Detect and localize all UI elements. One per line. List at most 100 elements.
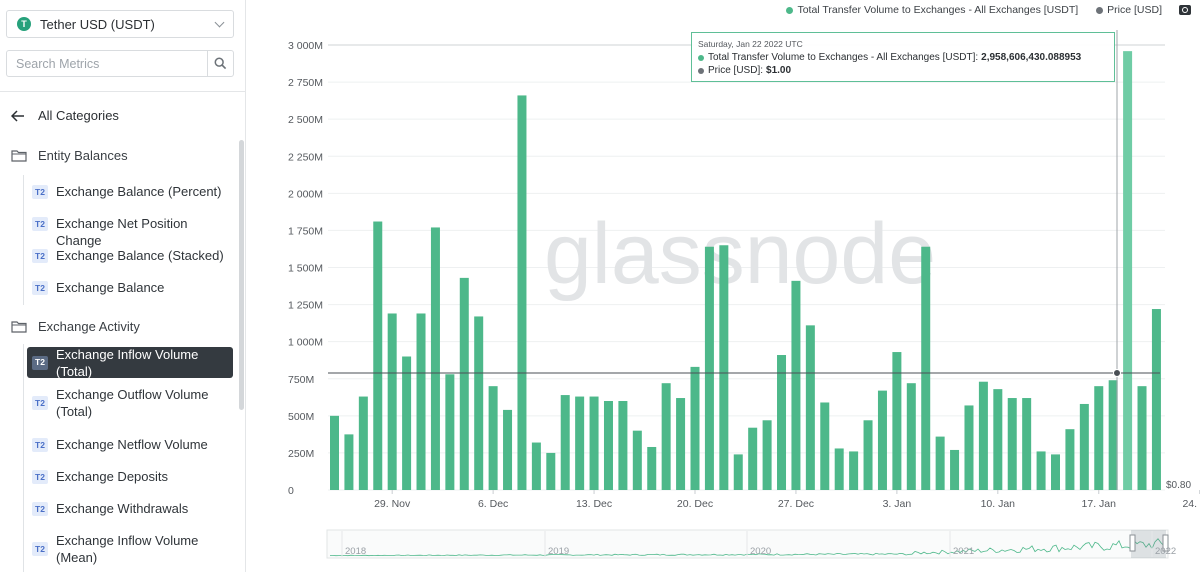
metric-label: Exchange Balance (Stacked)	[56, 248, 224, 263]
volume-bar[interactable]	[416, 313, 426, 490]
volume-bar[interactable]	[402, 356, 412, 491]
volume-bar[interactable]	[978, 381, 988, 490]
volume-bar[interactable]	[344, 434, 354, 490]
volume-bar[interactable]	[445, 374, 455, 490]
tier-badge: T2	[32, 355, 48, 370]
volume-bar[interactable]	[1108, 380, 1118, 490]
camera-icon[interactable]	[1179, 5, 1191, 15]
volume-bar[interactable]	[330, 415, 339, 490]
y-tick-label: 1 500M	[288, 263, 323, 275]
volume-bar[interactable]	[676, 398, 686, 490]
volume-bar[interactable]	[892, 352, 902, 490]
volume-bar[interactable]	[1065, 429, 1075, 490]
volume-bar[interactable]	[661, 383, 671, 490]
volume-bar[interactable]	[748, 427, 758, 490]
metric-exchange-balance-percent[interactable]: T2 Exchange Balance (Percent)	[27, 183, 233, 200]
volume-bar[interactable]	[1079, 403, 1089, 490]
metric-label: Exchange Outflow Volume (Total)	[56, 387, 209, 419]
volume-bar[interactable]	[503, 409, 513, 490]
volume-bar[interactable]	[834, 448, 844, 490]
volume-bar[interactable]	[459, 277, 469, 490]
metric-exchange-deposits[interactable]: T2 Exchange Deposits	[27, 468, 233, 485]
x-tick-label: 10. Jan	[981, 498, 1016, 510]
time-navigator[interactable]: 2018 2019 2020 2021 2022	[326, 529, 1176, 559]
metric-exchange-withdrawals[interactable]: T2 Exchange Withdrawals	[27, 500, 233, 517]
volume-bar[interactable]	[387, 313, 397, 490]
tooltip-date: Saturday, Jan 22 2022 UTC	[698, 39, 803, 49]
metric-exchange-net-position-change[interactable]: T2 Exchange Net Position Change	[27, 215, 233, 249]
volume-bar[interactable]	[935, 436, 945, 490]
volume-bar[interactable]	[719, 245, 729, 490]
volume-bar[interactable]	[488, 386, 498, 490]
volume-bar[interactable]	[546, 452, 556, 490]
volume-bar[interactable]	[618, 401, 628, 490]
x-tick-label: 27. Dec	[778, 498, 814, 510]
tooltip-dot-price	[698, 67, 704, 74]
asset-selector[interactable]: T Tether USD (USDT)	[6, 10, 234, 38]
volume-bar[interactable]	[791, 280, 801, 490]
volume-bar[interactable]	[517, 95, 527, 490]
volume-bar[interactable]	[921, 246, 931, 490]
legend-item-volume[interactable]: Total Transfer Volume to Exchanges - All…	[797, 4, 1079, 16]
category-exchange-activity[interactable]: Exchange Activity	[11, 319, 140, 334]
volume-bar[interactable]	[430, 227, 440, 490]
volume-bar[interactable]	[531, 442, 541, 490]
arrow-left-icon	[11, 109, 24, 122]
volume-bar[interactable]	[1022, 398, 1032, 490]
tooltip-price-label: Price [USD]:	[708, 65, 764, 76]
volume-bar[interactable]	[1007, 398, 1017, 490]
volume-bar[interactable]	[964, 405, 974, 490]
chevron-down-icon[interactable]	[214, 17, 225, 27]
volume-bar[interactable]	[589, 396, 599, 490]
tooltip-dot-volume	[698, 54, 704, 61]
category-entity-balances[interactable]: Entity Balances	[11, 148, 128, 163]
volume-bar[interactable]	[777, 355, 787, 490]
metric-exchange-balance-stacked[interactable]: T2 Exchange Balance (Stacked)	[27, 247, 233, 264]
volume-bar[interactable]	[575, 396, 585, 490]
search-icon	[214, 57, 227, 70]
volume-bar[interactable]	[373, 221, 383, 490]
volume-bar[interactable]	[1094, 386, 1104, 490]
volume-bar[interactable]	[704, 246, 714, 490]
y-tick-label: 2 750M	[288, 77, 323, 89]
tier-badge: T2	[32, 470, 48, 484]
volume-bar[interactable]	[1051, 454, 1060, 490]
volume-bar[interactable]	[805, 325, 815, 490]
volume-bar[interactable]	[877, 390, 887, 490]
volume-bar[interactable]	[690, 366, 700, 490]
volume-bar[interactable]	[849, 451, 859, 490]
metric-exchange-inflow-volume-mean[interactable]: T2 Exchange Inflow Volume (Mean)	[27, 532, 233, 566]
navigator-selection[interactable]	[1131, 530, 1166, 558]
asset-name: Tether USD (USDT)	[40, 16, 155, 32]
volume-bar[interactable]	[863, 420, 873, 490]
legend-item-price[interactable]: Price [USD]	[1107, 4, 1162, 16]
volume-bar[interactable]	[560, 395, 570, 490]
volume-bar[interactable]	[733, 454, 743, 490]
volume-bar[interactable]	[820, 402, 830, 490]
metric-label: Exchange Net Position Change	[56, 216, 188, 248]
search-input[interactable]	[7, 51, 207, 76]
all-categories-link[interactable]: All Categories	[11, 108, 119, 123]
volume-bar[interactable]	[603, 401, 613, 490]
volume-bar[interactable]	[358, 396, 368, 490]
metric-exchange-balance[interactable]: T2 Exchange Balance	[27, 279, 233, 296]
navigator-handle-left[interactable]	[1129, 534, 1136, 552]
volume-bar[interactable]	[1151, 309, 1161, 490]
volume-bar[interactable]	[647, 446, 657, 490]
right-axis-label: $0.80	[1166, 480, 1191, 491]
metric-exchange-inflow-volume-total[interactable]: T2 Exchange Inflow Volume (Total)	[27, 347, 233, 379]
volume-bar[interactable]	[632, 430, 642, 490]
sidebar-scrollbar[interactable]	[239, 140, 244, 410]
search-button[interactable]	[207, 51, 233, 76]
volume-bar[interactable]	[762, 420, 772, 490]
volume-bar[interactable]	[474, 316, 484, 490]
volume-bar[interactable]	[993, 389, 1003, 490]
metric-exchange-netflow-volume[interactable]: T2 Exchange Netflow Volume	[27, 436, 233, 453]
volume-bar[interactable]	[1137, 386, 1147, 490]
volume-bar[interactable]	[906, 383, 916, 490]
volume-bar[interactable]	[950, 449, 960, 490]
metric-exchange-outflow-volume-total[interactable]: T2 Exchange Outflow Volume (Total)	[27, 386, 233, 420]
volume-bar[interactable]	[1123, 51, 1133, 491]
navigator-handle-right[interactable]	[1162, 534, 1169, 552]
volume-bar[interactable]	[1036, 451, 1046, 490]
